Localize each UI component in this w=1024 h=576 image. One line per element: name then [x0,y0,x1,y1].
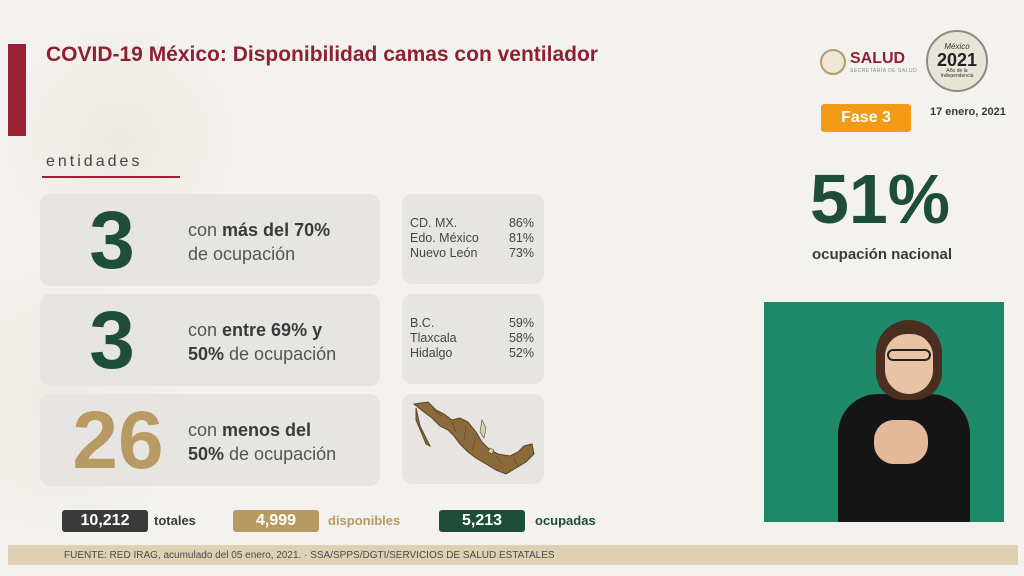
section-underline [42,176,180,178]
row-low-occupancy [40,394,380,486]
high-states-list: CD. MX. 86% Edo. México 81% Nuevo León 73% [402,194,544,284]
year-2021-logo: México 2021 Año de la Independencia [926,30,988,92]
interpreter-hands [874,420,928,464]
available-beds-label: disponibles [328,513,401,528]
year-logo-year: 2021 [936,49,978,70]
row-high-text: con más del 70% de ocupación [188,220,331,265]
glasses-icon [887,349,931,361]
interpreter-face [885,334,933,394]
page-title: COVID-19 México: Disponibilidad camas co… [46,43,598,66]
mexico-map-icon [412,401,535,475]
row-mid-occupancy [40,294,380,386]
national-occupancy-value: 51% [809,160,951,238]
section-label: entidades [46,153,143,170]
source-footer: FUENTE: RED IRAG, acumulado del 05 enero… [8,545,1018,565]
list-item: Edo. México 81% [410,231,534,245]
title-accent-bar [8,44,26,136]
background-decoration [0,0,420,576]
list-item: Hidalgo 52% [410,346,534,360]
national-occupancy-label: ocupación nacional [811,246,953,263]
salud-logo-text: SALUD [850,49,906,67]
total-beds-label: totales [154,513,196,528]
seal-icon [820,49,846,75]
row-high-occupancy [40,194,380,286]
row-mid-text: con entre 69% y 50% de ocupación [188,320,337,365]
count-high: 3 [89,195,135,286]
salud-logo-subtext: SECRETARÍA DE SALUD [850,67,918,74]
occupied-beds-value: 5,213 [439,510,525,532]
mexico-map [402,394,544,484]
list-item: B.C. 59% [410,316,534,330]
mid-states-list: B.C. 59% Tlaxcala 58% Hidalgo 52% [402,294,544,384]
list-item: CD. MX. 86% [410,216,534,230]
interpreter-video [764,302,1004,522]
list-item: Tlaxcala 58% [410,331,534,345]
available-beds-value: 4,999 [233,510,319,532]
row-low-text: con menos del 50% de ocupación [188,420,337,465]
phase-badge: Fase 3 [821,104,911,132]
year-logo-sub: Año de la Independencia [940,67,974,79]
total-beds-value: 10,212 [62,510,148,532]
date-label: 17 enero, 2021 [930,106,1006,118]
occupied-beds-label: ocupadas [535,513,596,528]
salud-logo: SALUD SECRETARÍA DE SALUD [820,48,917,76]
count-low: 26 [72,395,164,486]
year-logo-mexico: México [944,41,970,51]
count-mid: 3 [89,295,135,386]
list-item: Nuevo León 73% [410,246,534,260]
